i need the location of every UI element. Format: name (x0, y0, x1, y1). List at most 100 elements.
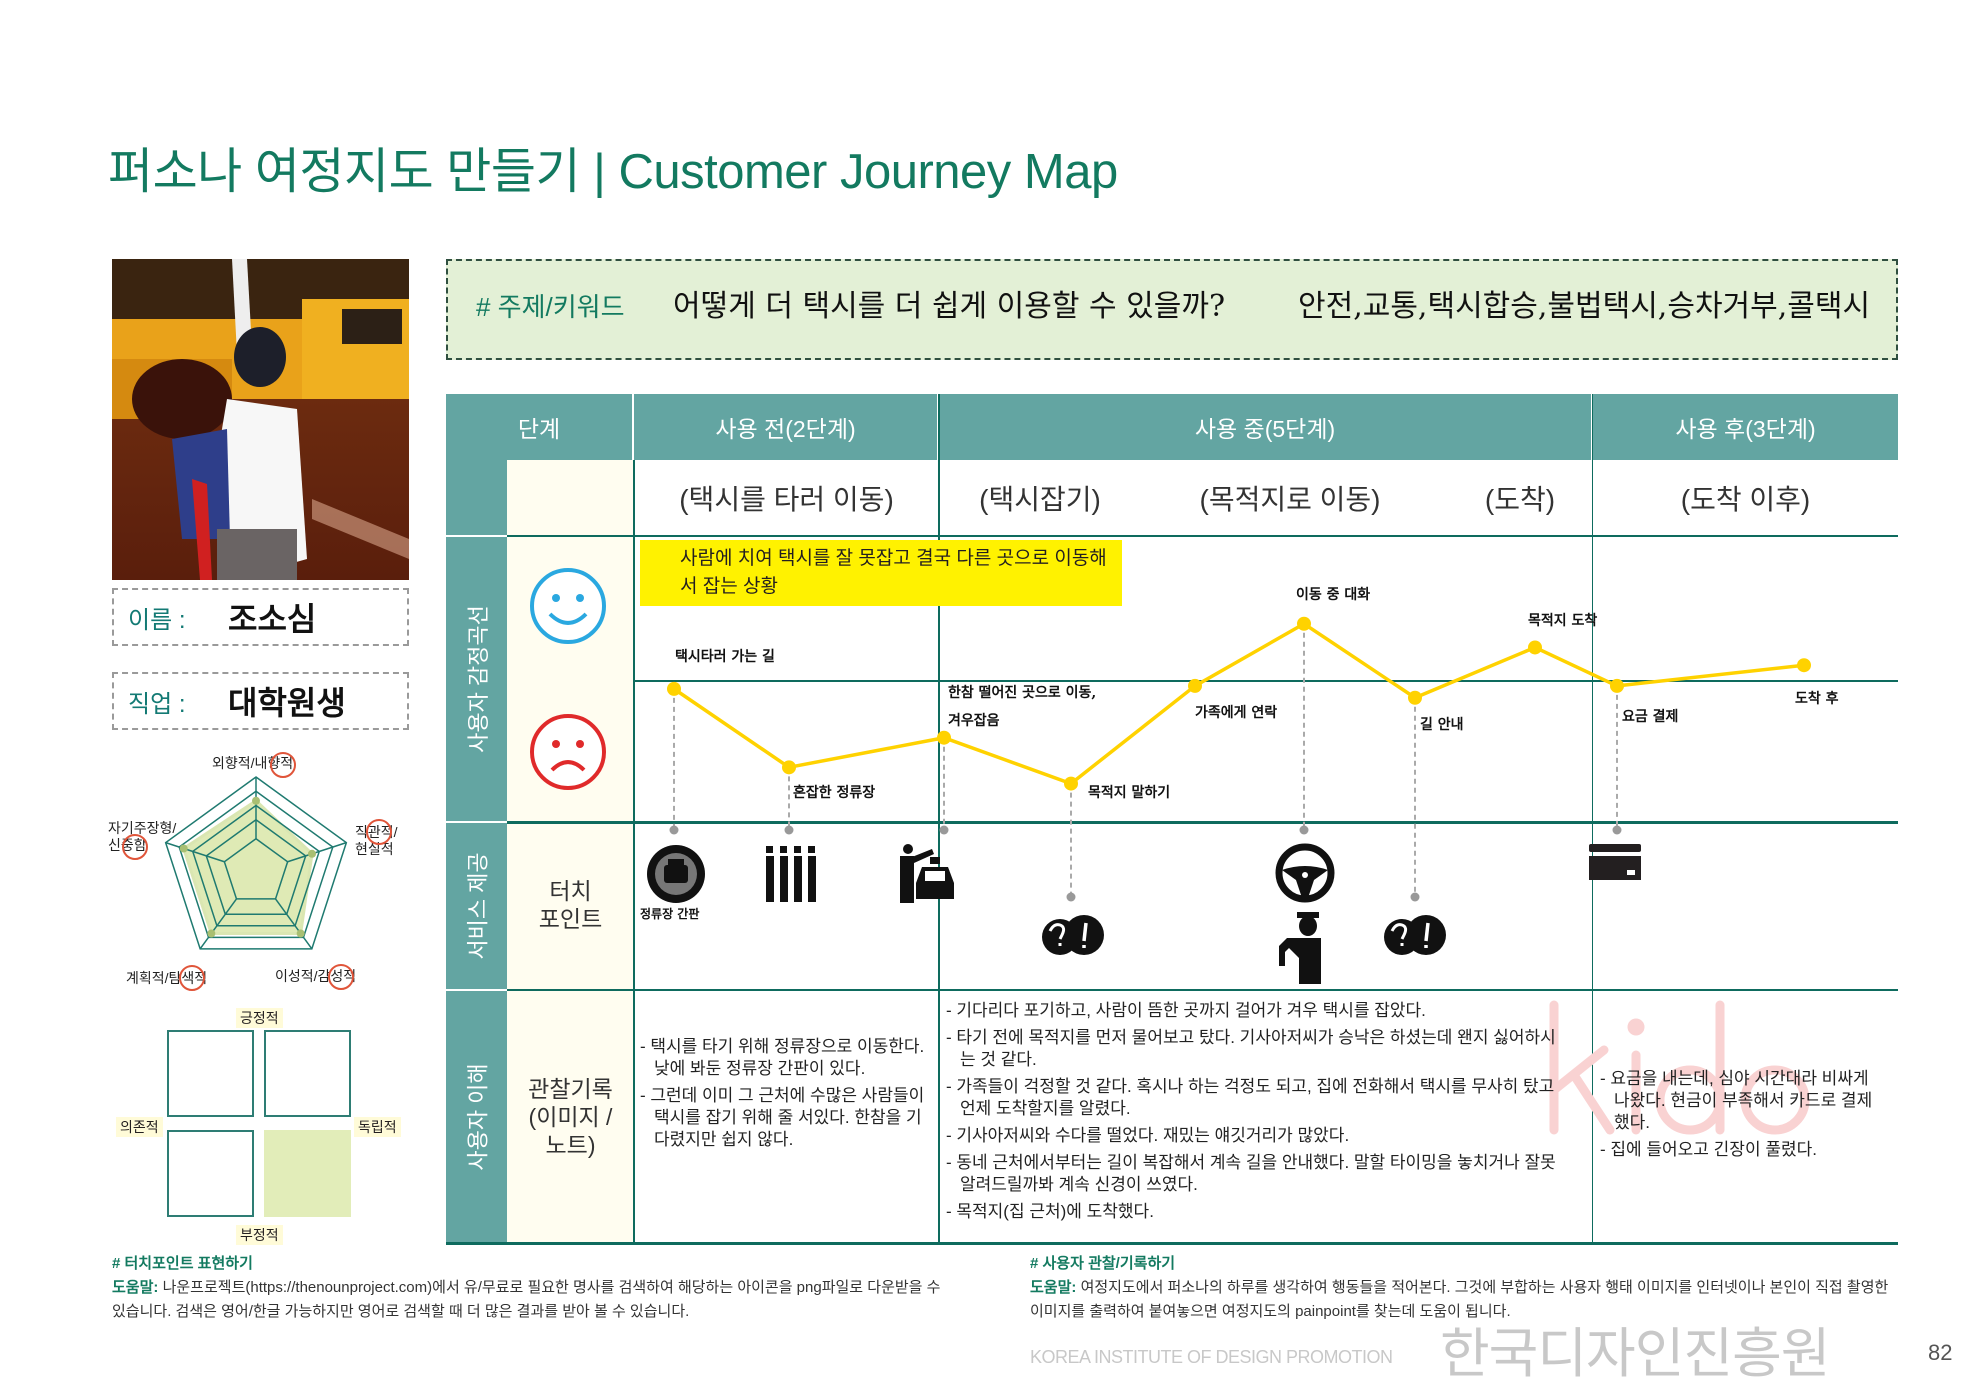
smiley-face-icon (530, 568, 606, 644)
stage-label: (목적지로 이동) (1199, 483, 1381, 515)
observation-item: - 집에 들어오고 긴장이 풀렸다. (1600, 1140, 1817, 1159)
job-value: 대학원생 (228, 684, 346, 722)
hail-taxi-icon (900, 844, 954, 903)
point-label: 가족에게 연락 (1195, 705, 1278, 721)
observation-item: - 택시를 타기 위해 정류장으로 이동한다. 낮에 봐둔 정류장 간판이 있다… (640, 1037, 925, 1078)
header-stage: 단계 (446, 394, 632, 460)
keyword-box: # 주제/키워드 어떻게 더 택시를 더 쉽게 이용할 수 있을까? 안전,교통… (446, 259, 1898, 360)
point-label: 혼잡한 정류장 (793, 785, 876, 801)
note-title: # 사용자 관찰/기록하기 (1030, 1255, 1176, 1272)
persona-name-box[interactable]: 이름 : 조소심 (112, 588, 409, 646)
radar-ring (164, 776, 348, 950)
observation-item: - 기사아저씨와 수다를 떨었다. 재밌는 얘깃거리가 많았다. (946, 1126, 1350, 1145)
taxi-driver-icon (1279, 912, 1321, 984)
emotion-callout: 사람에 치여 택시를 잘 못잡고 결국 다른 곳으로 이동해서 잡는 상황 (640, 540, 1122, 606)
point-label: 한참 떨어진 곳으로 이동, (948, 685, 1097, 701)
trait-point (179, 844, 188, 853)
quadrant-right-label: 독립적 (354, 1117, 401, 1137)
emotion-point (1188, 678, 1202, 693)
keyword-label: # 주제/키워드 (476, 292, 625, 322)
connector-dot (784, 825, 794, 835)
point-label: 택시타러 가는 길 (675, 649, 775, 665)
header-during: 사용 중(5단계) (939, 394, 1591, 460)
note-title: # 터치포인트 표현하기 (112, 1255, 253, 1272)
help-label: 도움말: (1030, 1279, 1077, 1296)
trait-point (308, 849, 317, 858)
persona-photo (112, 259, 409, 580)
point-label: 요금 결제 (1622, 709, 1679, 725)
observations-before: - 택시를 타기 위해 정류장으로 이동한다. 낮에 봐둔 정류장 간판이 있다… (640, 1036, 932, 1156)
stage-label: (택시를 타러 이동) (679, 483, 894, 515)
note-text: 나운프로젝트(https://thenounproject.com)에서 유/무… (112, 1279, 941, 1320)
emotion-point (1408, 690, 1422, 705)
touchpoint-label: 터치 포인트 (538, 878, 603, 932)
point-label: 길 안내 (1420, 717, 1464, 733)
persona-job-box[interactable]: 직업 : 대학원생 (112, 672, 409, 730)
quadrant-top-label: 긍정적 (236, 1008, 283, 1028)
radar-axis (199, 898, 238, 950)
point-label: 목적지 도착 (1528, 613, 1598, 629)
question-exclaim-bubble-icon (1042, 915, 1104, 955)
connector-dot (669, 825, 679, 835)
observations-after: - 요금을 내는데, 심야 시간대라 비싸게 나왔다. 현금이 부족해서 카드로… (1600, 1068, 1880, 1166)
question-exclaim-bubble-icon (1384, 915, 1446, 955)
trait-point (207, 929, 216, 938)
observation-item: - 동네 근처에서부터는 길이 복잡해서 계속 길을 안내했다. 말할 타이밍을… (946, 1153, 1556, 1194)
page-number: 82 (1928, 1340, 1953, 1365)
name-label: 이름 : (128, 606, 186, 634)
point-label: 목적지 말하기 (1088, 785, 1171, 801)
radar-axis (287, 841, 347, 863)
quadrant-bottom-right-selected[interactable] (264, 1130, 351, 1217)
connector-dot (1410, 892, 1420, 902)
quadrant-top-left[interactable] (167, 1030, 254, 1117)
keyword-words: 안전,교통,택시합승,불법택시,승차거부,콜택시 (1298, 289, 1871, 324)
divider (446, 1242, 1898, 1245)
connector-dot (1612, 825, 1622, 835)
trait-point (252, 796, 260, 805)
personality-radar-chart (164, 776, 348, 950)
header-after: 사용 후(3단계) (1593, 394, 1898, 460)
divider (507, 821, 1898, 824)
sad-face-icon (530, 714, 606, 790)
emotion-point (1064, 776, 1078, 791)
keyword-question: 어떻게 더 택시를 더 쉽게 이용할 수 있을까? (673, 289, 1226, 324)
emotion-point (1797, 658, 1811, 673)
emotion-point (937, 730, 951, 745)
divider (507, 535, 1898, 537)
selected-trait-circle (328, 964, 354, 990)
radar-ring (191, 804, 321, 927)
point-label: 겨우잡음 (948, 713, 1000, 729)
emotion-point (782, 760, 796, 775)
emotion-baseline (634, 680, 1898, 682)
quadrant-left-label: 의존적 (116, 1117, 163, 1137)
divider (507, 989, 1898, 991)
connector-dot (1066, 892, 1076, 902)
selected-trait-circle (366, 819, 392, 845)
observation-item: - 타기 전에 목적지를 먼저 물어보고 탔다. 기사아저씨가 승낙은 하셨는데… (946, 1028, 1556, 1069)
steering-wheel-icon (1275, 843, 1335, 903)
row-label-emotion: 사용자 감정곡선 (446, 537, 507, 821)
stage-label: (도착 이후) (1680, 483, 1811, 515)
stage-label: (택시잡기) (979, 483, 1101, 515)
observation-label: 관찰기록 (이미지 / 노트) (528, 1076, 613, 1158)
connector-dot (939, 825, 949, 835)
taxi-stop-sign-icon (647, 845, 705, 903)
header-before: 사용 전(2단계) (634, 394, 937, 460)
radar-axis (165, 841, 225, 863)
side-blank (446, 460, 507, 535)
queue-people-icon (766, 846, 816, 902)
emotion-point (1528, 640, 1542, 655)
stage-label: (도착) (1484, 483, 1556, 515)
note-text: 여정지도에서 퍼소나의 하루를 생각하여 행동들을 적어본다. 그것에 부합하는… (1030, 1279, 1889, 1320)
observation-item: - 목적지(집 근처)에 도착했다. (946, 1202, 1154, 1221)
quadrant-top-right[interactable] (264, 1030, 351, 1117)
note-observation: # 사용자 관찰/기록하기 도움말: 여정지도에서 퍼소나의 하루를 생각하여 … (1030, 1252, 1890, 1324)
divider (1592, 394, 1593, 1243)
trait-point (296, 929, 305, 938)
radar-ring (223, 837, 289, 900)
emotion-point (1610, 678, 1624, 693)
selected-trait-circle (179, 965, 205, 991)
radar-ring (178, 790, 334, 939)
quadrant-bottom-left[interactable] (167, 1130, 254, 1217)
selected-trait-circle (270, 752, 296, 778)
